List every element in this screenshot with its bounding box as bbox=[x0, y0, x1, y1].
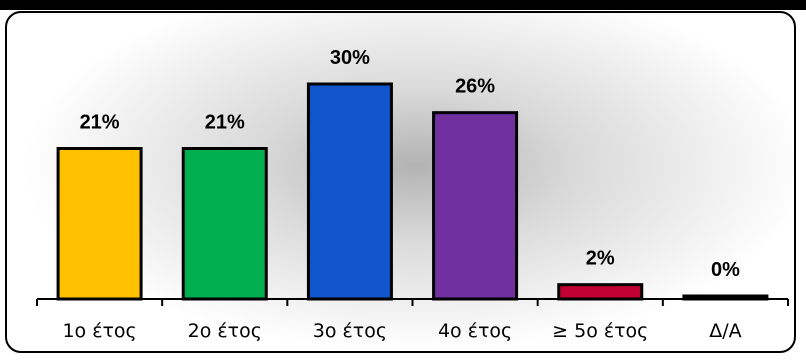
bar-2 bbox=[181, 147, 268, 301]
value-label-4: 26% bbox=[455, 76, 495, 98]
category-label-5: ≥ 5ο έτος bbox=[552, 320, 648, 342]
bar-3 bbox=[306, 82, 393, 301]
value-label-5: 2% bbox=[586, 248, 615, 270]
bar-4 bbox=[432, 111, 519, 301]
value-label-6: 0% bbox=[711, 259, 740, 281]
category-label-1: 1ο έτος bbox=[62, 320, 136, 342]
bar-5 bbox=[557, 283, 644, 301]
top-border-bar bbox=[0, 0, 806, 10]
category-label-3: 3ο έτος bbox=[313, 320, 387, 342]
value-label-2: 21% bbox=[205, 112, 245, 134]
category-label-2: 2ο έτος bbox=[188, 320, 262, 342]
bar-chart: 21% 1ο έτος 21% 2ο έτος 30% 3ο έτος 26% 4ο έτος… bbox=[36, 47, 789, 342]
category-label-4: 4ο έτος bbox=[438, 320, 512, 342]
chart-frame: 21% 1ο έτος 21% 2ο έτος 30% 3ο έτος 26% 4ο έτος… bbox=[5, 11, 796, 353]
category-label-6: Δ/Α bbox=[709, 320, 741, 342]
value-label-3: 30% bbox=[330, 47, 370, 69]
bar-1 bbox=[56, 147, 143, 301]
value-label-1: 21% bbox=[80, 112, 120, 134]
